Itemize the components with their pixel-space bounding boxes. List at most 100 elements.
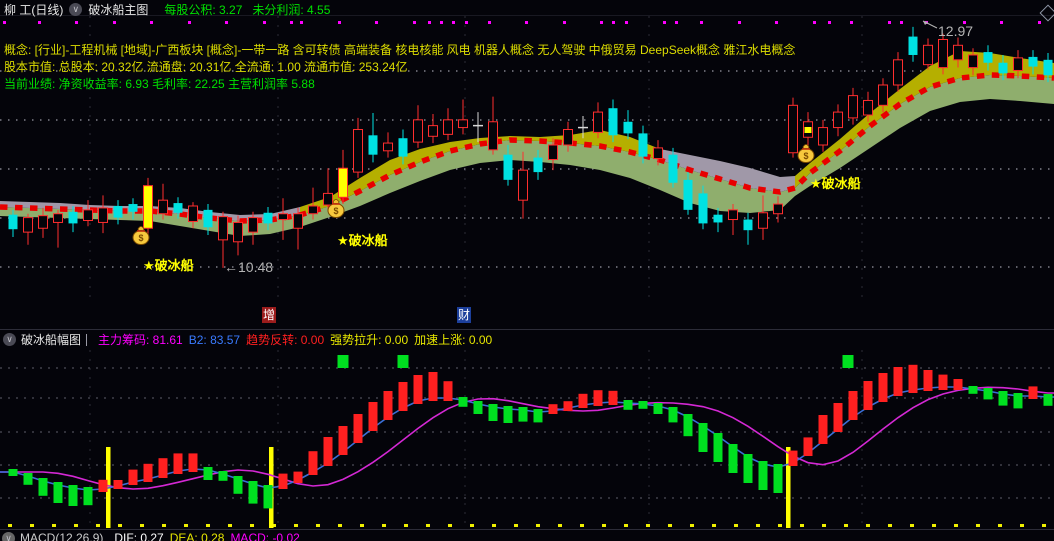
capital-line: 股本市值: 总股本: 20.32亿 流通盘: 20.31亿 全流通: 1.00 … [4, 60, 408, 74]
momentum-bar [653, 403, 663, 414]
magenta-dot [300, 21, 303, 24]
candle [743, 212, 753, 245]
momentum-bar [473, 401, 483, 414]
candle [563, 121, 573, 152]
baseline-dot [514, 524, 518, 527]
magenta-dot [428, 21, 431, 24]
macd-indicator-name: MACD(12,26,9) [20, 531, 104, 541]
magenta-dot [413, 21, 416, 24]
magenta-dot [963, 21, 966, 24]
momentum-bar [608, 390, 618, 405]
momentum-bar [938, 374, 948, 390]
momentum-bar [998, 391, 1008, 406]
baseline-dot [338, 524, 342, 527]
momentum-bar [293, 471, 303, 483]
magenta-dot [38, 21, 41, 24]
candle [923, 38, 933, 70]
momentum-bar [413, 375, 423, 404]
magenta-dot [828, 21, 831, 24]
momentum-bar [113, 480, 123, 489]
event-badge-cai[interactable]: 财 [457, 307, 471, 323]
baseline-dot [646, 524, 650, 527]
candle [593, 102, 603, 139]
magenta-dot [700, 21, 703, 24]
momentum-bar [218, 471, 228, 481]
stat-field: DEA: 0.28 [169, 531, 225, 541]
candle [1043, 53, 1053, 83]
momentum-bar [263, 485, 273, 509]
momentum-bar [368, 402, 378, 431]
candle [713, 207, 723, 233]
candle [473, 112, 483, 143]
momentum-bar [68, 485, 78, 506]
main-indicator-stats: 每股公积: 3.27 未分利润: 4.55 [154, 1, 330, 18]
momentum-bar [563, 401, 573, 411]
event-badge-zeng[interactable]: 增 [262, 307, 276, 323]
baseline-dot [668, 524, 672, 527]
concept-line: 概念: [行业]-工程机械 [地域]-广西板块 [概念]-一带一路 含可转债 高… [4, 43, 796, 57]
candle [668, 147, 678, 188]
candle [1028, 50, 1038, 75]
candle [233, 215, 243, 256]
baseline-dot [360, 524, 364, 527]
baseline-dot [822, 524, 826, 527]
title-bar: 柳 工(日线) ∨ 破冰船主图 每股公积: 3.27 未分利润: 4.55 [4, 1, 330, 18]
momentum-bar [788, 450, 798, 466]
magenta-dot [600, 21, 603, 24]
magenta-dot [440, 21, 443, 24]
magenta-dot [263, 21, 266, 24]
sub-indicator-stats: 主力筹码: 81.61 B2: 83.57 趋势反转: 0.00 强势拉升: 0.00… [92, 331, 492, 348]
candle [368, 113, 378, 163]
baseline-dot [602, 524, 606, 527]
magenta-dot [338, 21, 341, 24]
baseline-dot [1020, 524, 1024, 527]
chevron-down-icon[interactable]: ∨ [69, 3, 83, 16]
momentum-bar [398, 382, 408, 411]
momentum-bar [488, 404, 498, 421]
candle [863, 91, 873, 122]
baseline-dot [250, 524, 254, 527]
candle [38, 207, 48, 238]
baseline-dot [492, 524, 496, 527]
slow-line [0, 386, 1054, 490]
momentum-bar [578, 393, 588, 408]
momentum-bar [203, 467, 213, 480]
macd-stats: DIF: 0.27 DEA: 0.28 MACD: -0.02 [108, 531, 299, 541]
signal-candle [143, 177, 153, 236]
chevron-down-icon[interactable]: ∨ [2, 531, 15, 541]
signal-label: ★破冰船 [337, 233, 388, 248]
momentum-bar [728, 444, 738, 473]
momentum-bar [533, 409, 543, 423]
chevron-down-icon[interactable]: ∨ [3, 333, 16, 346]
money-bag-icon: $ [797, 144, 815, 163]
candle [623, 110, 633, 140]
magenta-dot [675, 21, 678, 24]
baseline-dot [690, 524, 694, 527]
magenta-dot [465, 21, 468, 24]
baseline-dot [954, 524, 958, 527]
magenta-dot [1000, 21, 1003, 24]
magenta-dot [225, 21, 228, 24]
sub-indicator-name: 破冰船幅图 [21, 333, 82, 347]
baseline-dot [228, 524, 232, 527]
sub-signal-square [842, 355, 854, 368]
header-divider [0, 15, 1054, 16]
macd-panel-divider [0, 529, 1054, 530]
magenta-dot [850, 21, 853, 24]
candle [248, 211, 258, 245]
baseline-dot [624, 524, 628, 527]
stock-title: 柳 工(日线) [4, 3, 64, 17]
fast-line [0, 386, 1054, 491]
candle [503, 145, 513, 186]
money-bag-icon: $ [132, 226, 150, 245]
candle [683, 172, 693, 215]
momentum-bar [8, 469, 18, 476]
candle [443, 108, 453, 141]
main-indicator-name: 破冰船主图 [88, 3, 149, 17]
candle [968, 48, 978, 76]
magenta-dot [738, 21, 741, 24]
sub-signal-square [337, 355, 349, 368]
mid-dashed-line [0, 72, 1054, 224]
